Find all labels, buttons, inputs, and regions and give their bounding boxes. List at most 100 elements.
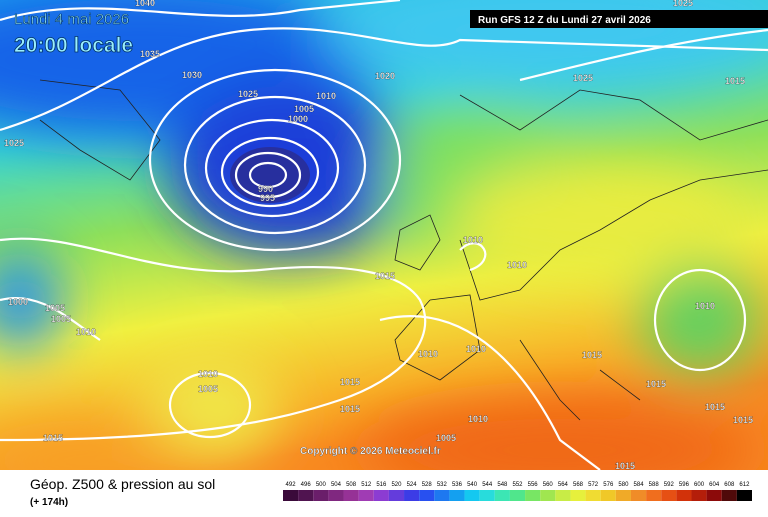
scale-swatch (630, 490, 647, 501)
isobar-label: 1015 (725, 76, 745, 86)
isobar-label: 1000 (8, 297, 28, 307)
scale-label: 524 (407, 482, 418, 488)
scale-label: 528 (422, 482, 433, 488)
scale-label: 600 (694, 482, 705, 488)
scale-label: 612 (739, 482, 750, 488)
scale-swatch (691, 490, 707, 501)
scale-swatch (494, 490, 510, 501)
scale-label: 492 (286, 482, 297, 488)
forecast-lead: (+ 174h) (30, 497, 68, 508)
scale-swatch (646, 490, 662, 501)
scale-swatch (525, 490, 541, 501)
isobar-label: 1005 (45, 303, 65, 313)
isobar-label: 1010 (507, 260, 527, 270)
scale-swatch (706, 490, 722, 501)
isobar-label: 1015 (340, 377, 360, 387)
scale-label: 588 (649, 482, 660, 488)
isobar-label: 1015 (733, 415, 753, 425)
isobar-label: 1010 (76, 327, 96, 337)
scale-swatch (388, 490, 405, 501)
copyright: Copyright © 2026 Meteociel.fr (300, 446, 441, 457)
scale-swatch (298, 490, 314, 501)
scale-label: 608 (724, 482, 735, 488)
date: Lundi 4 mai 2026 (14, 11, 129, 28)
isobar-label: 1005 (436, 433, 456, 443)
scale-label: 496 (301, 482, 312, 488)
isobar-label: 990 (258, 184, 273, 194)
scale-label: 544 (482, 482, 493, 488)
isobar-label: 1005 (198, 384, 218, 394)
scale-label: 584 (634, 482, 645, 488)
isobar-label: 1005 (294, 104, 314, 114)
scale-label: 512 (361, 482, 372, 488)
scale-swatch (555, 490, 571, 501)
scale-label: 504 (331, 482, 342, 488)
isobar-label: 1020 (375, 71, 395, 81)
scale-swatch (419, 490, 435, 501)
isobar-label: 1015 (375, 271, 395, 281)
scale-swatch (464, 490, 480, 501)
scale-swatch (540, 490, 556, 501)
isobar-label: 1010 (316, 91, 336, 101)
scale-swatch (313, 490, 329, 501)
scale-label: 568 (573, 482, 584, 488)
run-box (470, 10, 768, 28)
scale-swatch (615, 490, 631, 501)
isobar-label: 1010 (198, 369, 218, 379)
isobar-label: 1015 (705, 402, 725, 412)
scale-swatch (358, 490, 374, 501)
isobar-label: 1025 (238, 89, 258, 99)
isobar-label: 995 (260, 193, 275, 203)
isobar-label: 1025 (673, 0, 693, 8)
isobar-label: 1015 (646, 379, 666, 389)
scale-label: 604 (709, 482, 720, 488)
isobar-label: 1030 (182, 70, 202, 80)
scale-swatch (283, 490, 299, 501)
scale-label: 592 (664, 482, 675, 488)
scale-label: 564 (558, 482, 569, 488)
scale-swatch (404, 490, 420, 501)
isobar-label: 1010 (418, 349, 438, 359)
isobar-label: 1035 (140, 49, 160, 59)
scale-swatch (373, 490, 389, 501)
scale-label: 508 (346, 482, 357, 488)
isobar-label: 1010 (466, 344, 486, 354)
scale-swatch (676, 490, 692, 501)
isobar-label: 1000 (288, 114, 308, 124)
isobar-label: 1015 (582, 350, 602, 360)
scale-label: 552 (512, 482, 523, 488)
isobar-label: 1040 (135, 0, 155, 8)
isobar-label: 1015 (615, 461, 635, 471)
scale-swatch (570, 490, 586, 501)
isobar-label: 1025 (4, 138, 24, 148)
scale-swatch (479, 490, 495, 501)
local-time: 20:00 locale (14, 34, 133, 57)
scale-swatch (585, 490, 601, 501)
scale-label: 520 (391, 482, 402, 488)
isobar-label: 1005 (51, 314, 71, 324)
scale-label: 536 (452, 482, 463, 488)
run-info: Run GFS 12 Z du Lundi 27 avril 2026 (478, 15, 651, 26)
footer-title: Géop. Z500 & pression au sol (30, 476, 215, 492)
scale-label: 500 (316, 482, 327, 488)
scale-label: 540 (467, 482, 478, 488)
scale-swatch (600, 490, 616, 501)
scale-swatch (434, 490, 450, 501)
scale-swatch (721, 490, 737, 501)
scale-swatch (509, 490, 526, 501)
scale-label: 516 (376, 482, 387, 488)
isobar-label: 1015 (340, 404, 360, 414)
scale-label: 576 (603, 482, 614, 488)
isobar-label: 1025 (573, 73, 593, 83)
scale-label: 548 (497, 482, 508, 488)
isobar-label: 1010 (463, 235, 483, 245)
field (0, 0, 768, 470)
scale-label: 556 (528, 482, 539, 488)
scale-swatch (449, 490, 465, 501)
scale-swatch (343, 490, 359, 501)
isobar-label: 1015 (43, 433, 63, 443)
scale-label: 596 (679, 482, 690, 488)
scale-swatch (661, 490, 677, 501)
scale-label: 580 (618, 482, 629, 488)
